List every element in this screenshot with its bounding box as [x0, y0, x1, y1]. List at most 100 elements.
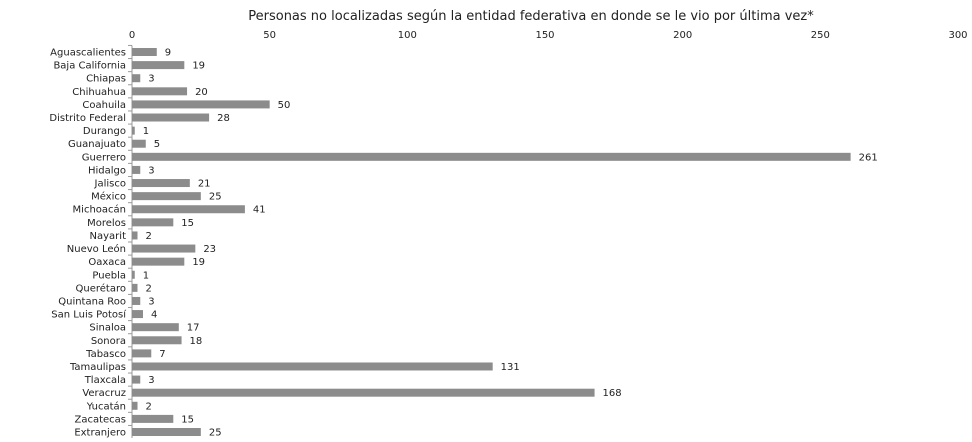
category-label: Hidalgo	[88, 165, 126, 176]
bar	[132, 375, 141, 384]
data-label: 28	[217, 113, 230, 124]
bar	[132, 205, 245, 214]
bar	[132, 244, 196, 253]
x-tick-label: 0	[129, 30, 135, 41]
data-label: 15	[181, 414, 194, 425]
data-label: 15	[181, 218, 194, 229]
x-tick-label: 250	[811, 30, 830, 41]
category-label: Michoacán	[73, 204, 126, 216]
bar	[132, 165, 141, 174]
data-label: 2	[146, 283, 152, 294]
data-label: 25	[209, 192, 222, 203]
bar	[132, 349, 152, 358]
bar	[132, 388, 595, 397]
bar	[132, 100, 270, 109]
category-label: Nayarit	[90, 231, 127, 242]
bar	[132, 61, 185, 70]
data-label: 9	[165, 48, 171, 59]
category-label: Extranjero	[74, 428, 126, 439]
data-label: 7	[159, 349, 165, 360]
category-label: Jalisco	[94, 179, 126, 190]
category-label: Morelos	[87, 218, 126, 229]
x-tick-label: 200	[673, 30, 692, 41]
category-label: Durango	[83, 126, 126, 137]
category-label: Sinaloa	[89, 323, 126, 334]
category-label: Zacatecas	[74, 414, 126, 425]
category-label: Aguascalientes	[50, 48, 126, 59]
bar	[132, 231, 138, 240]
x-axis: 0 50 100 150 200 250 300	[129, 30, 968, 41]
bar	[132, 87, 188, 96]
data-label: 17	[187, 323, 200, 334]
data-label: 1	[143, 270, 149, 281]
bar	[132, 113, 210, 122]
data-label: 3	[148, 165, 154, 176]
category-label: Guanajuato	[68, 139, 126, 150]
data-label: 2	[146, 401, 152, 412]
bar	[132, 139, 146, 148]
x-tick-label: 100	[398, 30, 417, 41]
bar	[132, 414, 174, 423]
bar	[132, 310, 144, 319]
bar	[132, 152, 851, 161]
category-label: Guerrero	[82, 152, 126, 163]
data-label: 23	[203, 244, 216, 255]
category-label: Sonora	[91, 336, 126, 347]
bar	[132, 401, 138, 410]
data-label: 1	[143, 126, 149, 137]
bar	[132, 48, 157, 56]
category-label: Baja California	[53, 61, 126, 72]
bar	[132, 257, 185, 266]
category-label: Coahuila	[82, 100, 126, 111]
x-tick-label: 150	[535, 30, 554, 41]
bar	[132, 336, 182, 345]
category-label: Chihuahua	[72, 87, 126, 98]
bar	[132, 296, 141, 305]
data-label: 3	[148, 296, 154, 307]
data-label: 131	[501, 362, 520, 373]
bar	[132, 323, 179, 332]
data-label: 168	[603, 388, 622, 399]
data-label: 25	[209, 428, 222, 439]
data-label: 5	[154, 139, 160, 150]
category-label: Puebla	[92, 270, 126, 281]
category-label: San Luis Potosí	[51, 309, 127, 321]
category-label: Veracruz	[82, 388, 126, 399]
bar	[132, 283, 138, 292]
category-label: México	[91, 191, 126, 203]
bar	[132, 179, 190, 188]
data-label: 41	[253, 205, 266, 216]
category-label: Distrito Federal	[49, 113, 126, 124]
data-label: 3	[148, 74, 154, 85]
bars-group: 9193205028152613212541152231912341718713…	[132, 48, 878, 439]
y-axis: Aguascalientes Baja California Chiapas Chih…	[49, 44, 133, 439]
chart-title: Personas no localizadas según la entidad…	[248, 9, 814, 24]
data-label: 19	[192, 61, 205, 72]
bar	[132, 218, 174, 227]
bar	[132, 362, 493, 371]
bar	[132, 270, 135, 279]
data-label: 261	[859, 152, 878, 163]
bar	[132, 126, 135, 135]
category-label: Tlaxcala	[84, 375, 126, 386]
category-label: Chiapas	[86, 74, 126, 85]
data-label: 18	[190, 336, 203, 347]
category-label: Querétaro	[76, 282, 126, 294]
category-label: Nuevo León	[67, 243, 126, 255]
data-label: 20	[195, 87, 208, 98]
category-label: Yucatán	[86, 400, 126, 412]
data-label: 21	[198, 179, 211, 190]
bar	[132, 428, 201, 436]
category-label: Tamaulipas	[69, 362, 126, 373]
category-label: Tabasco	[85, 349, 126, 360]
data-label: 50	[278, 100, 291, 111]
category-label: Quintana Roo	[58, 296, 126, 307]
x-tick-label: 50	[263, 30, 276, 41]
category-label: Oaxaca	[88, 257, 126, 268]
x-tick-label: 300	[948, 30, 967, 41]
data-label: 2	[146, 231, 152, 242]
data-label: 19	[192, 257, 205, 268]
data-label: 4	[151, 310, 157, 321]
